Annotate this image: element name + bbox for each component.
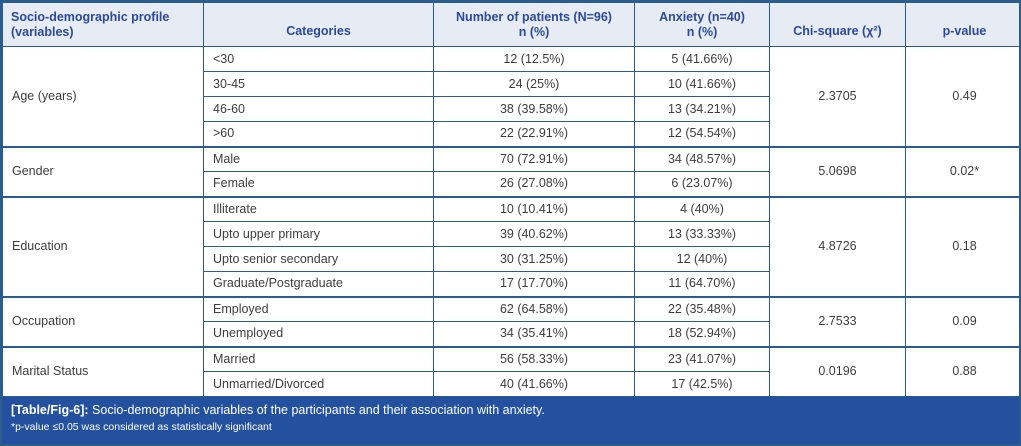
table-row: 46-60 38 (39.58%) 13 (34.21%)	[3, 96, 1020, 122]
p-value-cell: 0.18	[905, 195, 1019, 297]
anxiety-cell: 4 (40%)	[634, 195, 770, 222]
anxiety-cell: 22 (35.48%)	[634, 295, 770, 322]
category-cell: Unemployed	[203, 321, 434, 347]
variable-cell-occupation: Occupation	[2, 295, 204, 347]
table-row: Age (years) <30 12 (12.5%) 5 (41.66%) 2.…	[2, 46, 1019, 147]
table-row: Upto upper primary 39 (40.62%) 13 (33.33…	[3, 221, 1020, 247]
header-anxiety-line2: n (%)	[686, 24, 718, 39]
table-row: Graduate/Postgraduate 17 (17.70%) 11 (64…	[3, 271, 1020, 297]
chi-square-cell: 5.0698	[769, 145, 906, 197]
p-value-cell: 0.02*	[905, 145, 1019, 197]
chi-square-cell: 2.7533	[769, 295, 906, 347]
patients-cell: 26 (27.08%)	[433, 171, 635, 197]
patients-cell: 40 (41.66%)	[433, 371, 635, 397]
header-patients-line1: Number of patients (N=96)	[456, 9, 612, 24]
header-anxiety: Anxiety (n=40) n (%)	[634, 2, 770, 47]
category-cell: >60	[203, 121, 434, 147]
table-row: Unmarried/Divorced 40 (41.66%) 17 (42.5%…	[3, 371, 1020, 397]
table-row: Marital Status Married 56 (58.33%) 23 (4…	[2, 345, 1019, 397]
variable-cell-education: Education	[2, 195, 204, 297]
header-row: Socio-demographic profile (variables) Ca…	[2, 2, 1019, 47]
patients-cell: 17 (17.70%)	[433, 271, 635, 297]
patients-cell: 10 (10.41%)	[433, 195, 635, 222]
chi-square-cell: 4.8726	[769, 195, 906, 297]
table-row: >60 22 (22.91%) 12 (54.54%)	[3, 121, 1020, 147]
patients-cell: 30 (31.25%)	[433, 246, 635, 272]
variable-cell-age: Age (years)	[2, 46, 204, 147]
patients-cell: 39 (40.62%)	[433, 221, 635, 247]
category-cell: Graduate/Postgraduate	[203, 271, 434, 297]
patients-cell: 24 (25%)	[433, 71, 635, 97]
category-cell: Unmarried/Divorced	[203, 371, 434, 397]
header-p-value: p-value	[905, 2, 1019, 47]
category-cell: Male	[203, 145, 434, 172]
patients-cell: 62 (64.58%)	[433, 295, 635, 322]
table-row: 30-45 24 (25%) 10 (41.66%)	[3, 71, 1020, 97]
variable-cell-gender: Gender	[2, 145, 204, 197]
table-row: Female 26 (27.08%) 6 (23.07%)	[3, 171, 1020, 197]
category-cell: 46-60	[203, 96, 434, 122]
patients-cell: 34 (35.41%)	[433, 321, 635, 347]
socio-demographic-table: Socio-demographic profile (variables) Ca…	[2, 2, 1020, 397]
p-value-cell: 0.88	[905, 345, 1019, 397]
anxiety-cell: 13 (33.33%)	[634, 221, 770, 247]
patients-cell: 70 (72.91%)	[433, 145, 635, 172]
category-cell: Employed	[203, 295, 434, 322]
header-chi-square: Chi-square (χ²)	[769, 2, 906, 47]
category-cell: <30	[203, 46, 434, 72]
p-value-cell: 0.09	[905, 295, 1019, 347]
patients-cell: 38 (39.58%)	[433, 96, 635, 122]
anxiety-cell: 6 (23.07%)	[634, 171, 770, 197]
anxiety-cell: 10 (41.66%)	[634, 71, 770, 97]
category-cell: Upto senior secondary	[203, 246, 434, 272]
header-variables: Socio-demographic profile (variables)	[2, 2, 204, 47]
table-row: Gender Male 70 (72.91%) 34 (48.57%) 5.06…	[2, 145, 1019, 197]
header-anxiety-line1: Anxiety (n=40)	[659, 9, 745, 24]
table-caption-text: Socio-demographic variables of the parti…	[92, 403, 545, 417]
table-caption: [Table/Fig-6]: Socio-demographic variabl…	[11, 402, 1010, 418]
anxiety-cell: 17 (42.5%)	[634, 371, 770, 397]
header-variables-line1: Socio-demographic profile	[11, 9, 170, 24]
variable-cell-marital-status: Marital Status	[2, 345, 204, 397]
category-cell: Upto upper primary	[203, 221, 434, 247]
header-patients: Number of patients (N=96) n (%)	[433, 2, 635, 47]
anxiety-cell: 11 (64.70%)	[634, 271, 770, 297]
table-row: Education Illiterate 10 (10.41%) 4 (40%)…	[2, 195, 1019, 297]
patients-cell: 56 (58.33%)	[433, 345, 635, 372]
anxiety-cell: 12 (54.54%)	[634, 121, 770, 147]
anxiety-cell: 5 (41.66%)	[634, 46, 770, 72]
anxiety-cell: 34 (48.57%)	[634, 145, 770, 172]
category-cell: Married	[203, 345, 434, 372]
category-cell: Illiterate	[203, 195, 434, 222]
anxiety-cell: 18 (52.94%)	[634, 321, 770, 347]
chi-square-cell: 0.0196	[769, 345, 906, 397]
chi-square-cell: 2.3705	[769, 46, 906, 147]
table-caption-label: [Table/Fig-6]:	[11, 403, 89, 417]
header-patients-line2: n (%)	[518, 24, 550, 39]
anxiety-cell: 13 (34.21%)	[634, 96, 770, 122]
category-cell: 30-45	[203, 71, 434, 97]
table-row: Occupation Employed 62 (64.58%) 22 (35.4…	[2, 295, 1019, 347]
table-footnote: *p-value ≤0.05 was considered as statist…	[11, 421, 272, 433]
category-cell: Female	[203, 171, 434, 197]
patients-cell: 12 (12.5%)	[433, 46, 635, 72]
header-categories: Categories	[203, 2, 434, 47]
table-row: Unemployed 34 (35.41%) 18 (52.94%)	[3, 321, 1020, 347]
p-value-cell: 0.49	[905, 46, 1019, 147]
table-caption-bar: [Table/Fig-6]: Socio-demographic variabl…	[2, 397, 1019, 444]
patients-cell: 22 (22.91%)	[433, 121, 635, 147]
anxiety-cell: 23 (41.07%)	[634, 345, 770, 372]
anxiety-cell: 12 (40%)	[634, 246, 770, 272]
header-variables-line2: (variables)	[11, 24, 74, 39]
